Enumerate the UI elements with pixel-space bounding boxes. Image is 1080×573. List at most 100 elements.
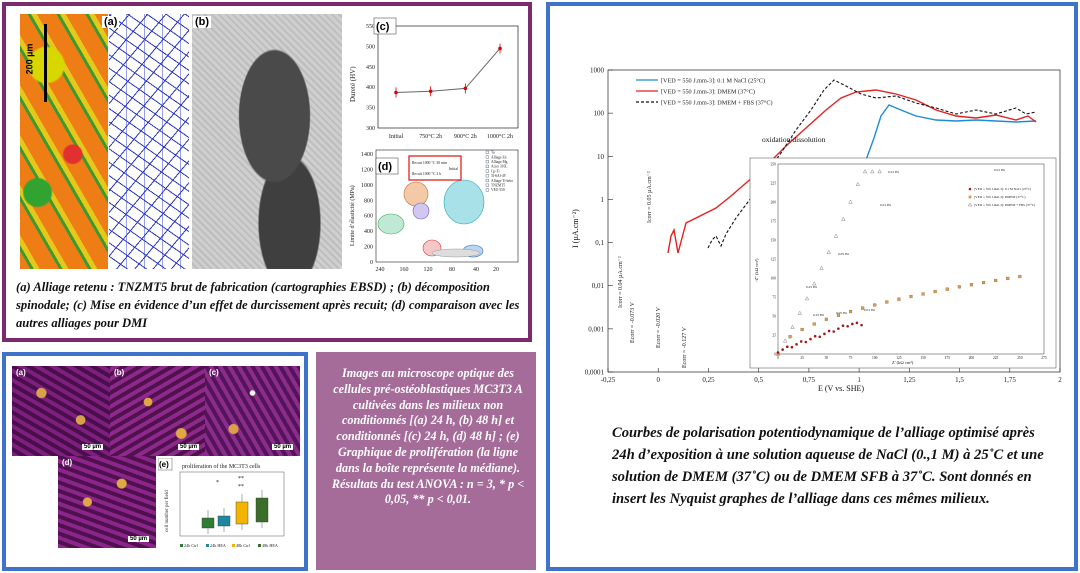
scale-b: 50 µm (178, 444, 200, 450)
yield-xtick: 240 (376, 267, 385, 273)
nyquist-point-nacl (804, 340, 808, 344)
yield-ytick: 400 (364, 229, 373, 235)
panel1-caption: (a) Alliage retenu : TNZMT5 brut de fabr… (16, 280, 520, 330)
nyquist-point-fbs (819, 265, 824, 270)
panel-cell-images: (a) (b) (c) (d) 50 µm 50 µm 50 µm 50 µm … (2, 352, 308, 571)
proliferation-chart: proliferation of the MC3T3 cells cell nu… (158, 458, 288, 554)
hardness-point (428, 89, 433, 94)
proliferation-legend-label: 48h Ctrl (236, 543, 251, 548)
scale-c: 50 µm (272, 444, 294, 450)
nyquist-xlabel: Z' (kΩ cm²) (892, 360, 914, 365)
nyquist-point-nacl (781, 348, 784, 351)
polarization-xtick: 1 (857, 376, 861, 384)
yield-legend-label: Ta (491, 151, 495, 155)
polarization-xtick: 0,5 (754, 376, 763, 384)
hardness-xtick: 750°C 2h (419, 133, 442, 140)
proliferation-legend-label: 24h HEA (210, 543, 226, 548)
proliferation-legend-marker (232, 544, 235, 547)
nyquist-point-nacl (855, 321, 859, 325)
yield-ytick: 200 (364, 245, 373, 251)
polarization-xtick: 1,25 (903, 376, 916, 384)
freq-label-7: 0.25 Hz (806, 285, 818, 289)
nyquist-point-dmem (873, 303, 877, 307)
scale-a: 50 µm (82, 444, 104, 450)
polarization-ytick: 10 (597, 153, 605, 161)
freq-label-8: 0.25 Hz (813, 313, 825, 317)
proliferation-ylabel: cell number per field (165, 490, 170, 532)
scale-bar-label: 200 µm (24, 43, 35, 75)
micrograph-a (12, 366, 110, 456)
nyquist-point-dmem (824, 317, 828, 321)
nyquist-point-dmem (921, 292, 925, 296)
yield-ytick: 1000 (361, 183, 373, 189)
nyquist-point-dmem (957, 285, 961, 289)
nyquist-point-dmem (945, 287, 949, 291)
ecorr-2: Ecorr = -0.020 V (656, 306, 662, 348)
panel3-caption: Images au microscope optique des cellule… (331, 366, 525, 507)
nyquist-legend-marker (968, 187, 972, 191)
box-0 (201, 517, 215, 529)
proliferation-legend-label: 48h HEA (262, 543, 278, 548)
proliferation-legend-marker (258, 544, 261, 547)
nyquist-point-fbs (848, 199, 853, 204)
nyquist-ytick: 0 (774, 353, 776, 357)
yield-legend-marker (485, 155, 489, 159)
grain-boundary-map (109, 14, 189, 269)
yield-ytick: 1400 (361, 152, 373, 158)
nyquist-point-dmem (933, 289, 937, 294)
proliferation-legend-marker (206, 544, 209, 547)
hardness-xtick: Initial (389, 134, 404, 140)
nyquist-point-dmem (885, 300, 889, 304)
panel-microstructure: 200 µm (a) (b) 300 350 400 450 500 550 Initia… (2, 2, 532, 342)
freq-label-5: 0.05 Hz (838, 252, 850, 256)
nyquist-point-nacl (799, 340, 803, 343)
ecorr-1: Ecorr = -0.073 V (630, 301, 636, 343)
nyquist-point-nacl (850, 322, 854, 326)
nyquist-point-fbs (870, 169, 875, 174)
nyquist-inset: 250 225 200 175 150 125 100 75 50 250 0 25 50 75 100 1… (749, 157, 1057, 369)
nyquist-point-nacl (776, 351, 780, 354)
yield-legend-label: VEO 550 (491, 188, 505, 192)
nyquist-legend-label: [VED = 550 J.mm-3]: 0.1 M NaCl (25°C) (974, 187, 1031, 191)
nyquist-point-nacl (795, 343, 798, 346)
nyquist-xtick: 0 (777, 356, 779, 360)
polarization-xtick: 0 (656, 376, 660, 384)
hardness-ytick: 500 (366, 44, 375, 50)
hardness-ytick: 450 (366, 65, 375, 71)
nyquist-ytick: 50 (772, 315, 776, 319)
nyquist-point-nacl (846, 324, 849, 328)
nyquist-point-dmem (1006, 276, 1010, 281)
polarization-legend-label: [VED = 550 J.mm-3]: 0.1 M NaCl (25°C) (661, 78, 765, 85)
polarization-ytick: 0,01 (592, 282, 605, 290)
proliferation-legend-label: 24h Ctrl (184, 543, 199, 548)
yield-legend-marker (485, 188, 489, 192)
yield-legend-label: Ti-6Al-4V (491, 174, 507, 178)
hardness-point (463, 86, 468, 91)
nyquist-xtick: 100 (872, 356, 878, 360)
freq-label-6: 0.05 Hz (836, 311, 848, 315)
star-3: ** (238, 484, 244, 490)
nyquist-point-fbs (812, 281, 817, 286)
proliferation-title: proliferation of the MC3T3 cells (182, 463, 261, 470)
yield-xtick: 20 (493, 267, 499, 273)
nyquist-point-nacl (837, 327, 840, 330)
nyquist-point-dmem (788, 335, 792, 339)
micrograph-d (58, 456, 156, 548)
polarization-xtick: 1,5 (955, 376, 964, 384)
nyquist-point-dmem (861, 306, 865, 310)
yield-xtick: 160 (400, 267, 409, 273)
nyquist-ylabel: -Z'' (kΩ cm²) (754, 258, 759, 282)
nyquist-xtick: 25 (800, 356, 804, 360)
sem-image (192, 14, 342, 269)
yield-ylabel: Limite d’élasticité (MPa) (349, 185, 356, 246)
micrograph-c (205, 366, 300, 456)
yield-legend-marker (485, 179, 489, 183)
nyquist-point-dmem (800, 327, 804, 332)
nyquist-ytick: 250 (771, 163, 777, 167)
nyquist-xtick: 150 (920, 356, 926, 360)
yield-xtick: 40 (473, 267, 479, 273)
nyquist-point-dmem (969, 283, 974, 287)
nyquist-xtick: 200 (969, 356, 975, 360)
nyquist-ytick: 125 (771, 258, 777, 262)
hardness-ytick: 400 (366, 85, 375, 91)
